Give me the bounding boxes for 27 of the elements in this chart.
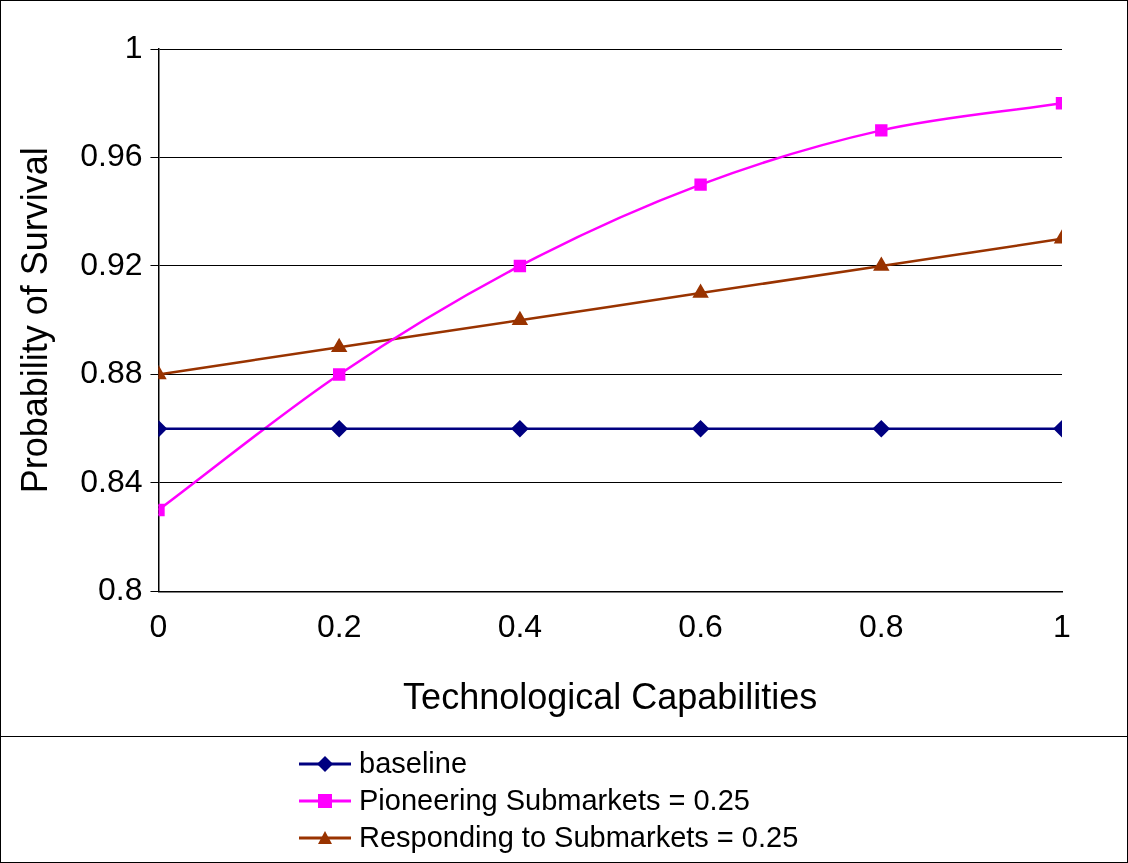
legend-label: baseline	[359, 747, 468, 780]
x-tick-label: 0	[149, 608, 168, 645]
y-tick-label: 0.8	[98, 571, 143, 608]
point	[513, 259, 527, 273]
point	[873, 257, 889, 271]
point	[511, 420, 529, 437]
point	[692, 420, 709, 437]
x-tick-label: 0.6	[678, 608, 723, 645]
point	[694, 178, 707, 191]
point	[512, 311, 528, 325]
point	[330, 420, 348, 437]
y-tick-label: 0.84	[80, 462, 143, 499]
y-tick-label: 0.96	[80, 137, 143, 174]
x-tick-label: 0.4	[497, 608, 543, 645]
x-tick-label: 0.8	[859, 608, 904, 645]
legend-label: Responding to Submarkets = 0.25	[359, 821, 799, 854]
legend-label: Pioneering Submarkets = 0.25	[359, 784, 750, 817]
x-tick-label: 1	[1053, 608, 1071, 645]
y-tick-label: 0.88	[80, 354, 143, 391]
point	[331, 339, 347, 353]
y-axis-title: Probability of Survival	[13, 147, 55, 494]
x-axis-title: Technological Capabilities	[403, 676, 818, 718]
point	[332, 368, 346, 381]
point	[693, 284, 708, 298]
y-tick-label: 1	[124, 28, 143, 65]
x-tick-label: 0.2	[316, 608, 362, 645]
y-tick-label: 0.92	[80, 245, 143, 282]
